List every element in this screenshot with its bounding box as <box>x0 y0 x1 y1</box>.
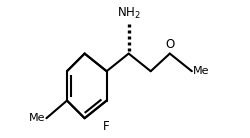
Text: O: O <box>165 38 174 51</box>
Text: Me: Me <box>28 113 45 123</box>
Text: F: F <box>103 120 110 133</box>
Text: NH$_2$: NH$_2$ <box>117 6 140 21</box>
Text: Me: Me <box>193 66 210 76</box>
